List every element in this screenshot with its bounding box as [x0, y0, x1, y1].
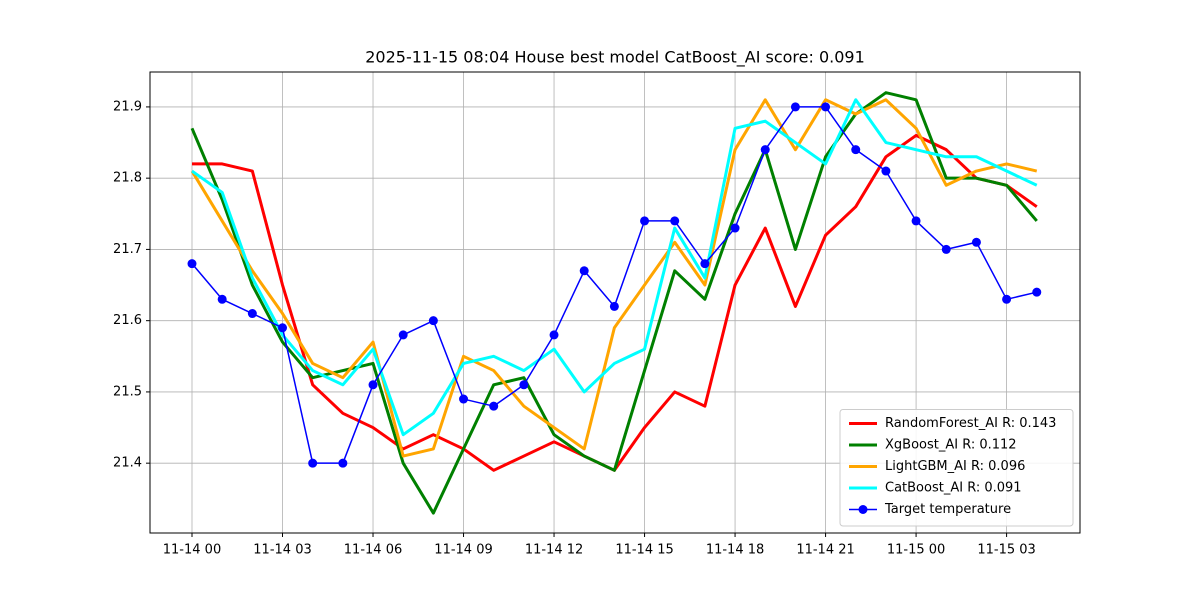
data-point	[549, 330, 559, 340]
data-point	[911, 216, 921, 226]
data-point	[398, 330, 408, 340]
legend-box	[839, 409, 1074, 527]
data-point	[851, 145, 861, 155]
data-point	[730, 223, 740, 233]
data-point	[1002, 294, 1012, 304]
data-point	[459, 394, 469, 404]
data-point	[821, 102, 831, 112]
legend-label: CatBoost_AI R: 0.091	[885, 481, 1022, 496]
x-tick-label: 11-14 03	[253, 543, 311, 558]
plot-frame	[149, 71, 1081, 534]
data-point	[700, 259, 710, 269]
x-tick-label: 11-14 18	[706, 543, 764, 558]
data-point	[338, 458, 348, 468]
data-point	[428, 316, 438, 326]
data-point	[1032, 287, 1042, 297]
y-tick-label: 21.8	[113, 171, 142, 186]
x-tick-label: 11-14 15	[615, 543, 673, 558]
x-tick-label: 11-15 00	[887, 543, 945, 558]
y-tick-label: 21.4	[113, 456, 142, 471]
data-point	[579, 266, 589, 276]
y-tick-label: 21.7	[113, 242, 142, 257]
x-tick-label: 11-14 06	[344, 543, 402, 558]
series-line	[190, 98, 1038, 458]
y-tick-label: 21.5	[113, 384, 142, 399]
data-point	[519, 380, 529, 390]
x-tick-label: 11-14 00	[163, 543, 221, 558]
data-point	[308, 458, 318, 468]
y-tick-label: 21.6	[113, 313, 142, 328]
legend-label: LightGBM_AI R: 0.096	[885, 459, 1025, 474]
legend-label: XgBoost_AI R: 0.112	[885, 438, 1017, 453]
chart-title: 2025-11-15 08:04 House best model CatBoo…	[365, 48, 865, 68]
y-tick-label: 21.9	[113, 99, 142, 114]
legend-label: Target temperature	[884, 502, 1011, 517]
data-point	[489, 401, 499, 411]
data-point	[368, 380, 378, 390]
x-tick-label: 11-14 09	[434, 543, 492, 558]
series-line	[191, 98, 1038, 437]
data-point	[187, 259, 197, 269]
data-point	[790, 102, 800, 112]
x-tick-label: 11-14 21	[796, 543, 854, 558]
data-point	[881, 166, 891, 176]
data-point	[670, 216, 680, 226]
data-point	[760, 145, 770, 155]
data-point	[609, 301, 619, 311]
data-point	[278, 323, 288, 333]
legend-label: RandomForest_AI R: 0.143	[885, 416, 1056, 431]
x-tick-label: 11-15 03	[977, 543, 1035, 558]
data-point	[247, 309, 257, 319]
x-tick-label: 11-14 12	[525, 543, 583, 558]
data-point	[941, 244, 951, 254]
data-point	[640, 216, 650, 226]
data-point	[971, 237, 981, 247]
data-point	[217, 294, 227, 304]
legend-marker	[858, 505, 868, 514]
